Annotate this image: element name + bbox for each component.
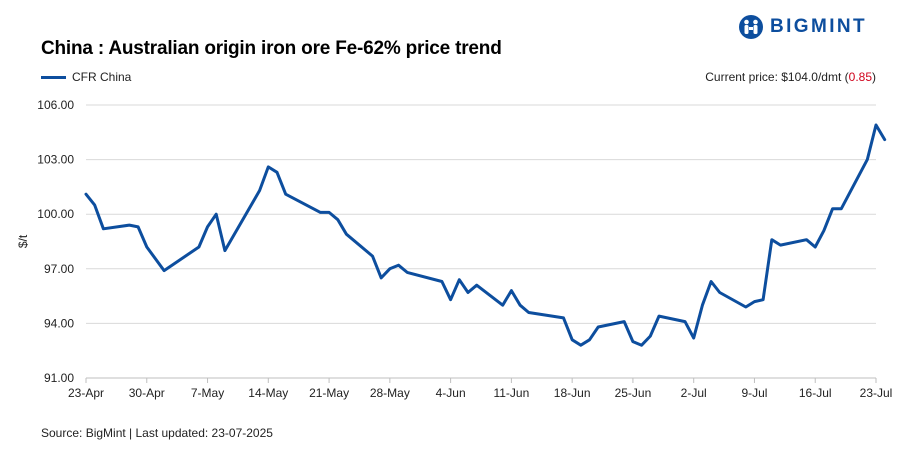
y-axis-label: $/t <box>16 234 30 248</box>
legend-label: CFR China <box>72 70 132 84</box>
x-tick-label: 21-May <box>309 386 349 400</box>
legend: CFR China <box>41 70 131 84</box>
bigmint-logo-icon <box>739 15 763 39</box>
x-tick-label: 28-May <box>370 386 410 400</box>
source-note: Source: BigMint | Last updated: 23-07-20… <box>41 426 273 440</box>
y-tick-label: 94.00 <box>44 316 74 330</box>
x-tick-label: 4-Jun <box>436 386 466 400</box>
y-tick-label: 100.00 <box>37 207 74 221</box>
y-tick-label: 97.00 <box>44 262 74 276</box>
x-tick-label: 9-Jul <box>741 386 767 400</box>
y-tick-label: 103.00 <box>37 153 74 167</box>
x-tick-label: 14-May <box>248 386 288 400</box>
bigmint-logo: BIGMINT <box>738 14 867 40</box>
y-tick-label: 106.00 <box>37 98 74 112</box>
x-tick-label: 30-Apr <box>129 386 165 400</box>
x-tick-label: 16-Jul <box>799 386 832 400</box>
x-tick-label: 7-May <box>191 386 224 400</box>
x-tick-label: 11-Jun <box>493 386 529 400</box>
legend-line-swatch <box>41 75 66 79</box>
x-tick-label: 18-Jun <box>554 386 591 400</box>
current-price-change: 0.85 <box>848 70 872 84</box>
x-tick-label: 23-Apr <box>68 386 104 400</box>
current-price-close: ) <box>872 70 876 84</box>
current-price-label: Current price: $104.0/dmt ( <box>705 70 849 84</box>
bigmint-logo-text: BIGMINT <box>770 16 868 37</box>
current-price: Current price: $104.0/dmt (0.85) <box>705 70 876 84</box>
x-tick-label: 25-Jun <box>615 386 652 400</box>
series-line-cfr-china <box>84 123 887 347</box>
y-tick-label: 91.00 <box>44 371 74 385</box>
x-tick-label: 23-Jul <box>860 386 893 400</box>
x-tick-label: 2-Jul <box>681 386 707 400</box>
chart-title: China : Australian origin iron ore Fe-62… <box>41 38 502 59</box>
